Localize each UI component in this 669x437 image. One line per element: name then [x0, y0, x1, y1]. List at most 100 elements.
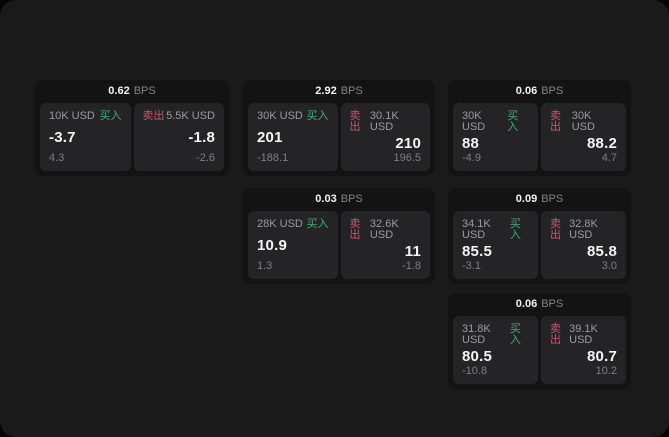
- buy-panel-top: 10K USD 买入: [49, 111, 122, 122]
- sell-price: 11: [404, 242, 421, 260]
- quote-card: 0.06 BPS 30K USD 买入 88 -4.9 卖出 30K USD 8…: [448, 80, 631, 176]
- bps-unit: BPS: [340, 193, 363, 205]
- sell-panel[interactable]: 卖出 5.5K USD -1.8 -2.6: [133, 103, 224, 171]
- sell-amount: 30.1K USD: [369, 110, 399, 133]
- buy-panel[interactable]: 10K USD 买入 -3.7 4.3: [40, 103, 131, 171]
- buy-price: 201: [257, 129, 283, 146]
- sell-delta: -2.6: [196, 152, 215, 164]
- sell-price: 210: [395, 134, 421, 152]
- sell-panel-top: 卖出 32.8K USD: [550, 219, 617, 241]
- bps-value: 0.09: [515, 193, 538, 205]
- sell-price: 80.7: [587, 347, 617, 365]
- sell-amount: 5.5K USD: [166, 110, 215, 122]
- buy-panel-top: 34.1K USD 买入: [462, 219, 529, 241]
- sell-amount: 32.8K USD: [569, 218, 598, 241]
- buy-panel-top: 31.8K USD 买入: [462, 324, 529, 346]
- buy-price: 88: [462, 134, 480, 152]
- quote-card: 0.06 BPS 31.8K USD 买入 80.5 -10.8 卖出 39.1…: [448, 293, 631, 389]
- buy-panel[interactable]: 30K USD 买入 88 -4.9: [453, 103, 538, 171]
- sell-panel-top: 卖出 30K USD: [550, 111, 617, 133]
- buy-side-label: 买入: [509, 218, 521, 241]
- sell-side-label: 卖出: [349, 218, 361, 241]
- quote-card: 2.92 BPS 30K USD 买入 201 -188.1 卖出 30.1K …: [243, 80, 435, 176]
- sell-panel-top: 卖出 39.1K USD: [550, 324, 617, 346]
- sell-side-label: 卖出: [550, 323, 561, 346]
- sell-amount: 30K USD: [571, 110, 595, 133]
- buy-delta: -3.1: [462, 260, 481, 272]
- buy-amount: 34.1K USD: [462, 218, 491, 241]
- bps-unit: BPS: [541, 193, 564, 205]
- buy-amount: 30K USD: [462, 110, 486, 133]
- sell-amount: 32.6K USD: [369, 218, 399, 241]
- bps-unit: BPS: [541, 85, 564, 97]
- card-body: 31.8K USD 买入 80.5 -10.8 卖出 39.1K USD 80.…: [453, 316, 626, 384]
- sell-panel[interactable]: 卖出 32.6K USD 11 -1.8: [340, 211, 430, 279]
- sell-side-label: 卖出: [349, 110, 361, 133]
- buy-side-label: 买入: [507, 110, 519, 133]
- bps-unit: BPS: [133, 85, 156, 97]
- sell-panel[interactable]: 卖出 39.1K USD 80.7 10.2: [541, 316, 626, 384]
- sell-panel-top: 卖出 30.1K USD: [350, 111, 422, 133]
- sell-panel[interactable]: 卖出 32.8K USD 85.8 3.0: [541, 211, 626, 279]
- bps-value: 0.06: [515, 298, 538, 310]
- sell-panel-top: 卖出 32.6K USD: [350, 219, 422, 241]
- bps-value: 2.92: [315, 85, 337, 97]
- sell-side-label: 卖出: [142, 110, 165, 122]
- card-header: 0.09 BPS: [453, 188, 626, 211]
- buy-delta: -188.1: [257, 152, 289, 164]
- buy-delta: -4.9: [462, 152, 481, 164]
- buy-side-label: 买入: [99, 110, 122, 122]
- card-header: 0.06 BPS: [453, 293, 626, 316]
- buy-panel[interactable]: 31.8K USD 买入 80.5 -10.8: [453, 316, 538, 384]
- buy-price: -3.7: [49, 129, 76, 146]
- sell-amount: 39.1K USD: [569, 323, 598, 346]
- buy-panel[interactable]: 28K USD 买入 10.9 1.3: [248, 211, 338, 279]
- card-body: 28K USD 买入 10.9 1.3 卖出 32.6K USD 11 -1.8: [248, 211, 430, 279]
- buy-panel-top: 30K USD 买入: [462, 111, 529, 133]
- buy-amount: 31.8K USD: [462, 323, 491, 346]
- bps-value: 0.06: [515, 85, 538, 97]
- quote-card: 0.03 BPS 28K USD 买入 10.9 1.3 卖出 32.6K US…: [243, 188, 435, 284]
- buy-delta: 4.3: [49, 152, 65, 164]
- sell-delta: 4.7: [601, 152, 617, 164]
- buy-delta: -10.8: [462, 365, 488, 377]
- card-body: 34.1K USD 买入 85.5 -3.1 卖出 32.8K USD 85.8…: [453, 211, 626, 279]
- card-header: 0.03 BPS: [248, 188, 430, 211]
- bps-unit: BPS: [340, 85, 363, 97]
- quote-card: 0.09 BPS 34.1K USD 买入 85.5 -3.1 卖出 32.8K…: [448, 188, 631, 284]
- sell-side-label: 卖出: [550, 110, 561, 133]
- buy-panel-top: 28K USD 买入: [257, 219, 329, 230]
- card-body: 30K USD 买入 201 -188.1 卖出 30.1K USD 210 1…: [248, 103, 430, 171]
- card-body: 10K USD 买入 -3.7 4.3 卖出 5.5K USD -1.8 -2.…: [40, 103, 224, 171]
- bps-value: 0.03: [315, 193, 337, 205]
- buy-delta: 1.3: [257, 260, 273, 272]
- buy-side-label: 买入: [509, 323, 521, 346]
- sell-delta: 196.5: [393, 152, 421, 164]
- buy-amount: 10K USD: [49, 110, 95, 122]
- bps-unit: BPS: [541, 298, 564, 310]
- sell-price: 85.8: [587, 242, 617, 260]
- buy-panel[interactable]: 30K USD 买入 201 -188.1: [248, 103, 338, 171]
- sell-price: 88.2: [587, 134, 617, 152]
- sell-panel[interactable]: 卖出 30.1K USD 210 196.5: [340, 103, 430, 171]
- card-body: 30K USD 买入 88 -4.9 卖出 30K USD 88.2 4.7: [453, 103, 626, 171]
- sell-delta: -1.8: [402, 260, 421, 272]
- buy-amount: 30K USD: [257, 110, 303, 122]
- buy-price: 10.9: [257, 237, 287, 254]
- buy-price: 85.5: [462, 242, 492, 260]
- buy-price: 80.5: [462, 347, 492, 365]
- sell-side-label: 卖出: [550, 218, 561, 241]
- sell-delta: 10.2: [595, 365, 617, 377]
- buy-side-label: 买入: [306, 218, 329, 230]
- buy-panel-top: 30K USD 买入: [257, 111, 329, 122]
- buy-amount: 28K USD: [257, 218, 303, 230]
- sell-panel-top: 卖出 5.5K USD: [143, 111, 216, 122]
- sell-panel[interactable]: 卖出 30K USD 88.2 4.7: [541, 103, 626, 171]
- card-header: 0.62 BPS: [40, 80, 224, 103]
- buy-side-label: 买入: [306, 110, 329, 122]
- buy-panel[interactable]: 34.1K USD 买入 85.5 -3.1: [453, 211, 538, 279]
- bps-value: 0.62: [108, 85, 130, 97]
- quote-card: 0.62 BPS 10K USD 买入 -3.7 4.3 卖出 5.5K USD…: [35, 80, 229, 176]
- sell-delta: 3.0: [601, 260, 617, 272]
